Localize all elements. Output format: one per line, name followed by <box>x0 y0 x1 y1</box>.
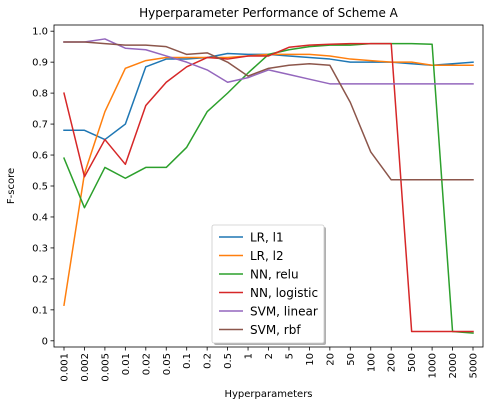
x-axis-label: Hyperparameters <box>224 389 312 400</box>
y-tick-label: 0.4 <box>32 212 48 223</box>
x-tick-label: 20 <box>325 353 336 366</box>
y-tick-label: 0.2 <box>32 274 48 285</box>
x-tick-label: 200 <box>387 353 398 372</box>
legend-label-3: NN, logistic <box>250 286 318 300</box>
y-tick-label: 0.5 <box>32 182 48 193</box>
x-tick-label: 0.001 <box>60 353 71 382</box>
x-tick-label: 0.05 <box>162 353 173 375</box>
x-tick-label: 10 <box>305 353 316 366</box>
y-axis-label: F-score <box>6 168 17 204</box>
legend-label-4: SVM, linear <box>250 305 318 319</box>
x-tick-label: 0.02 <box>141 353 152 375</box>
y-tick-label: 1.0 <box>32 27 48 38</box>
plot-area: 0 0.1 0.2 0.3 0.4 0.5 0.6 0.7 0.8 0.9 1.0 0.001 0.00… <box>32 24 484 382</box>
legend-label-1: LR, l2 <box>250 249 284 263</box>
y-tick-label: 0.3 <box>32 243 48 254</box>
legend-label-5: SVM, rbf <box>250 323 301 337</box>
chart-title: Hyperparameter Performance of Scheme A <box>139 6 399 20</box>
legend: LR, l1 LR, l2 NN, relu NN, logistic SVM, lin… <box>211 224 326 345</box>
x-tick-label: 0.1 <box>182 353 193 369</box>
x-tick-label: 0.005 <box>100 353 111 382</box>
legend-label-0: LR, l1 <box>250 231 284 245</box>
x-tick-label: 0.01 <box>121 353 132 375</box>
y-tick-label: 0 <box>42 336 48 347</box>
x-tick-label: 0.002 <box>80 353 91 382</box>
y-tick-label: 0.7 <box>32 120 48 131</box>
y-tick-label: 0.1 <box>32 305 48 316</box>
x-tick-label: 50 <box>346 353 357 366</box>
series-line-4 <box>63 38 474 85</box>
y-tick-label: 0.6 <box>32 151 48 162</box>
series-line-3 <box>63 42 474 333</box>
x-tick-label: 5000 <box>469 353 480 378</box>
x-tick-label: 2 <box>264 353 275 359</box>
x-tick-label: 0.5 <box>223 353 234 369</box>
x-tick-label: 1000 <box>428 353 439 378</box>
series-line-5 <box>63 41 474 181</box>
x-tick-label: 5 <box>284 353 295 359</box>
legend-label-2: NN, relu <box>250 268 299 282</box>
y-tick-label: 0.8 <box>32 89 48 100</box>
x-tick-label: 0.2 <box>203 353 214 369</box>
x-tick-label: 1 <box>244 353 255 359</box>
x-tick-label: 2000 <box>448 353 459 378</box>
y-tick-label: 0.9 <box>32 58 48 69</box>
x-tick-label: 100 <box>366 353 377 372</box>
x-tick-label: 500 <box>407 353 418 372</box>
series-line-2 <box>63 42 474 334</box>
legend-box <box>211 224 325 344</box>
